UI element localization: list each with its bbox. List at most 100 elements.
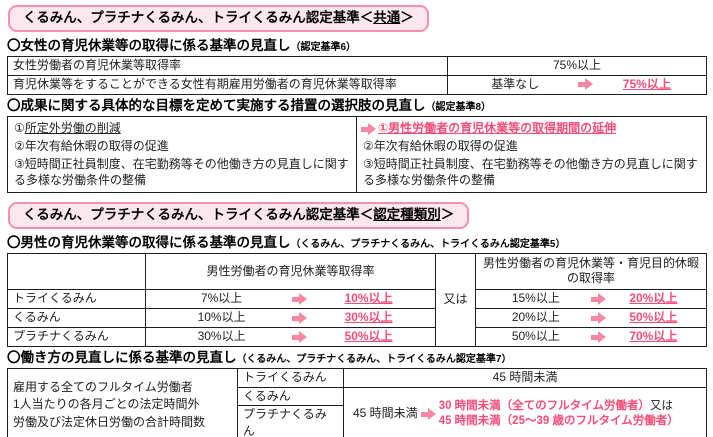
section-women-title: 〇女性の育児休業等の取得に係る基準の見直し（認定基準6） — [7, 38, 706, 54]
purpose-change-cell: 50%以上 70%以上 — [475, 327, 707, 348]
banner-type-prefix: くるみん、プラチナくるみん、トライくるみん認定基準＜ — [23, 207, 374, 223]
item-text-highlight: ①男性労働者の育児休業等の取得期間の延伸 — [378, 120, 617, 135]
row-label-cell: くるみん — [237, 386, 344, 407]
after-value: 75%以上 — [622, 77, 671, 92]
row-label-cell: プラチナくるみん — [237, 405, 344, 437]
overtime-metric-cell: 雇用する全てのフルタイム労働者 1人当たりの各月ごとの法定時間外 労働及び法定休… — [7, 368, 238, 437]
after-line2: 45 時間未満（25～39 歳のフルタイム労働者） — [438, 415, 679, 428]
women-leave-table: 女性労働者の育児休業等取得率 75%以上 育児休業等をすることができる女性有期雇… — [7, 55, 707, 95]
banner-common-criteria: くるみん、プラチナくるみん、トライくるみん認定基準＜共通＞ — [8, 5, 429, 32]
list-item: ②年次有給休暇の取得の促進 — [363, 138, 518, 153]
metric-line: 労働及び法定休日労働の合計時間数 — [13, 414, 206, 429]
row-label-cell: トライくるみん — [7, 289, 146, 310]
after-line1: 30 時間未満（全てのフルタイム労働者） — [438, 399, 650, 412]
before-value: 30%以上 — [197, 329, 246, 344]
right-arrow-icon — [361, 122, 376, 136]
section-women-title-text: 〇女性の育児休業等の取得に係る基準の見直し — [7, 37, 291, 53]
right-arrow-icon — [420, 407, 436, 421]
table-row: トライくるみん 7%以上 10%以上 15%以上 20%以上 — [7, 289, 707, 310]
table-row: 女性労働者の育児休業等取得率 75%以上 — [7, 55, 707, 76]
purpose-change-cell: 20%以上 50%以上 — [475, 308, 707, 329]
section-workstyle-title: 〇働き方の見直しに係る基準の見直し（くるみん、プラチナくるみん、トライくるみん認… — [7, 350, 706, 366]
women-fixed-term-label-cell: 育児休業等をすることができる女性有期雇用労働者の育児休業等取得率 — [7, 74, 448, 95]
right-arrow-icon — [292, 311, 308, 325]
before-value: 7%以上 — [200, 291, 243, 306]
table-row: ①所定外労働の削減 ②年次有給休暇の取得の促進 ③短時間正社員制度、在宅勤務等そ… — [7, 115, 707, 194]
metric-line: 1人当たりの各月ごとの法定時間外 — [13, 397, 200, 412]
section-goals-title: 〇成果に関する具体的な目標を定めて実施する措置の選択肢の見直し（認定基準8） — [7, 98, 706, 114]
banner-common-prefix: くるみん、プラチナくるみん、トライくるみん認定基準＜ — [23, 10, 374, 25]
item-number: ① — [14, 120, 25, 135]
row-label-cell: プラチナくるみん — [7, 327, 146, 348]
banner-common-suffix: ＞ — [400, 10, 414, 25]
women-rate-value-cell: 75%以上 — [447, 55, 707, 76]
before-value: 基準なし — [491, 77, 540, 92]
section-workstyle-title-text: 〇働き方の見直しに係る基準の見直し — [7, 350, 237, 366]
purpose-change-cell: 15%以上 20%以上 — [475, 289, 707, 310]
table-row: くるみん 10%以上 30%以上 20%以上 50%以上 — [7, 308, 707, 329]
goal-options-table: ①所定外労働の削減 ②年次有給休暇の取得の促進 ③短時間正社員制度、在宅勤務等そ… — [7, 115, 707, 194]
before-value: 45 時間未満 — [353, 406, 418, 421]
right-arrow-icon — [590, 330, 606, 344]
goal-options-after-cell: ①男性労働者の育児休業等の取得期間の延伸 ②年次有給休暇の取得の促進 ③短時間正… — [356, 115, 707, 194]
leave-change-cell: 10%以上 30%以上 — [145, 308, 436, 329]
leave-change-cell: 30%以上 50%以上 — [145, 327, 436, 348]
after-value-lines: 30 時間未満（全てのフルタイム労働者）又は 45 時間未満（25～39 歳のフ… — [439, 399, 679, 430]
leave-rate-header-cell: 男性労働者の育児休業等取得率 — [145, 252, 436, 291]
before-value: 50%以上 — [511, 329, 560, 344]
table-row: プラチナくるみん 30%以上 50%以上 50%以上 70%以上 — [7, 327, 707, 348]
try-value-cell: 45 時間未満 — [343, 368, 707, 388]
empty-header-cell — [7, 252, 146, 291]
list-item: ③短時間正社員制度、在宅勤務等その他働き方の見直しに関する多様な労働条件の整備 — [363, 156, 698, 188]
section-women-title-note: （認定基準6） — [290, 41, 357, 53]
goal-options-before-cell: ①所定外労働の削減 ②年次有給休暇の取得の促進 ③短時間正社員制度、在宅勤務等そ… — [7, 115, 357, 194]
list-item: ③短時間正社員制度、在宅勤務等その他働き方の見直しに関する多様な労働条件の整備 — [14, 156, 349, 188]
after-value: 50%以上 — [344, 329, 393, 344]
men-leave-table: 男性労働者の育児休業等取得率 又は 男性労働者の育児休業等・育児目的休暇の取得率… — [7, 252, 707, 348]
after-value: 70%以上 — [629, 329, 678, 344]
banner-type-criteria: くるみん、プラチナくるみん、トライくるみん認定基準＜認定種類別＞ — [8, 202, 470, 229]
banner-common-emphasis: 共通 — [373, 10, 401, 25]
table-row: プラチナくるみん — [8, 405, 707, 437]
section-men-title-text: 〇男性の育児休業等の取得に係る基準の見直し — [7, 234, 291, 250]
section-goals-title-note: （認定基準8） — [425, 101, 492, 113]
right-arrow-icon — [590, 292, 606, 306]
table-row: 育児休業等をすることができる女性有期雇用労働者の育児休業等取得率 基準なし 75… — [7, 74, 707, 95]
after-value: 50%以上 — [629, 310, 678, 325]
section-workstyle-title-note: （くるみん、プラチナくるみん、トライくるみん認定基準7） — [236, 354, 512, 366]
section-men-title-note: （くるみん、プラチナくるみん、トライくるみん認定基準5） — [290, 238, 566, 250]
right-arrow-icon — [292, 330, 308, 344]
table-row: 男性労働者の育児休業等取得率 又は 男性労働者の育児休業等・育児目的休暇の取得率 — [7, 252, 707, 348]
right-arrow-icon — [577, 78, 593, 91]
workstyle-table: 雇用する全てのフルタイム労働者 1人当たりの各月ごとの法定時間外 労働及び法定休… — [7, 368, 707, 437]
list-item: ②年次有給休暇の取得の促進 — [14, 138, 169, 153]
before-value: 20%以上 — [511, 310, 560, 325]
row-label-cell: トライくるみん — [237, 368, 344, 388]
banner-type-emphasis: 認定種類別 — [373, 207, 441, 223]
item-text: 所定外労働の削減 — [24, 120, 121, 135]
table-row: 雇用する全てのフルタイム労働者 1人当たりの各月ごとの法定時間外 労働及び法定休… — [7, 368, 707, 437]
section-goals-title-text: 〇成果に関する具体的な目標を定めて実施する措置の選択肢の見直し — [7, 97, 426, 113]
or-cell: 又は — [435, 252, 476, 348]
women-rate-label-cell: 女性労働者の育児休業等取得率 — [7, 55, 448, 76]
after-value: 30%以上 — [344, 310, 393, 325]
list-item: ①男性労働者の育児休業等の取得期間の延伸 — [361, 120, 700, 137]
leave-change-cell: 7%以上 10%以上 — [145, 289, 436, 310]
before-value: 15%以上 — [511, 291, 560, 306]
after-value: 20%以上 — [629, 291, 678, 306]
after-value: 10%以上 — [344, 291, 393, 306]
table-row: くるみん 45 時間未満 30 時間未満（全てのフルタイム労働者）又は 45 時… — [8, 386, 707, 437]
workstyle-change-cell: 45 時間未満 30 時間未満（全てのフルタイム労働者）又は 45 時間未満（2… — [343, 386, 707, 437]
before-value: 10%以上 — [197, 310, 246, 325]
right-arrow-icon — [590, 311, 606, 325]
right-arrow-icon — [292, 292, 308, 306]
after-line1-suffix: 又は — [649, 399, 673, 412]
list-item: ①所定外労働の削減 — [14, 120, 350, 137]
section-men-title: 〇男性の育児休業等の取得に係る基準の見直し（くるみん、プラチナくるみん、トライく… — [7, 235, 706, 251]
women-fixed-term-change-cell: 基準なし 75%以上 — [447, 74, 707, 95]
metric-line: 雇用する全てのフルタイム労働者 — [13, 379, 193, 394]
banner-type-suffix: ＞ — [440, 207, 455, 223]
leave-purpose-header-cell: 男性労働者の育児休業等・育児目的休暇の取得率 — [475, 252, 707, 291]
row-label-cell: くるみん — [7, 308, 146, 329]
